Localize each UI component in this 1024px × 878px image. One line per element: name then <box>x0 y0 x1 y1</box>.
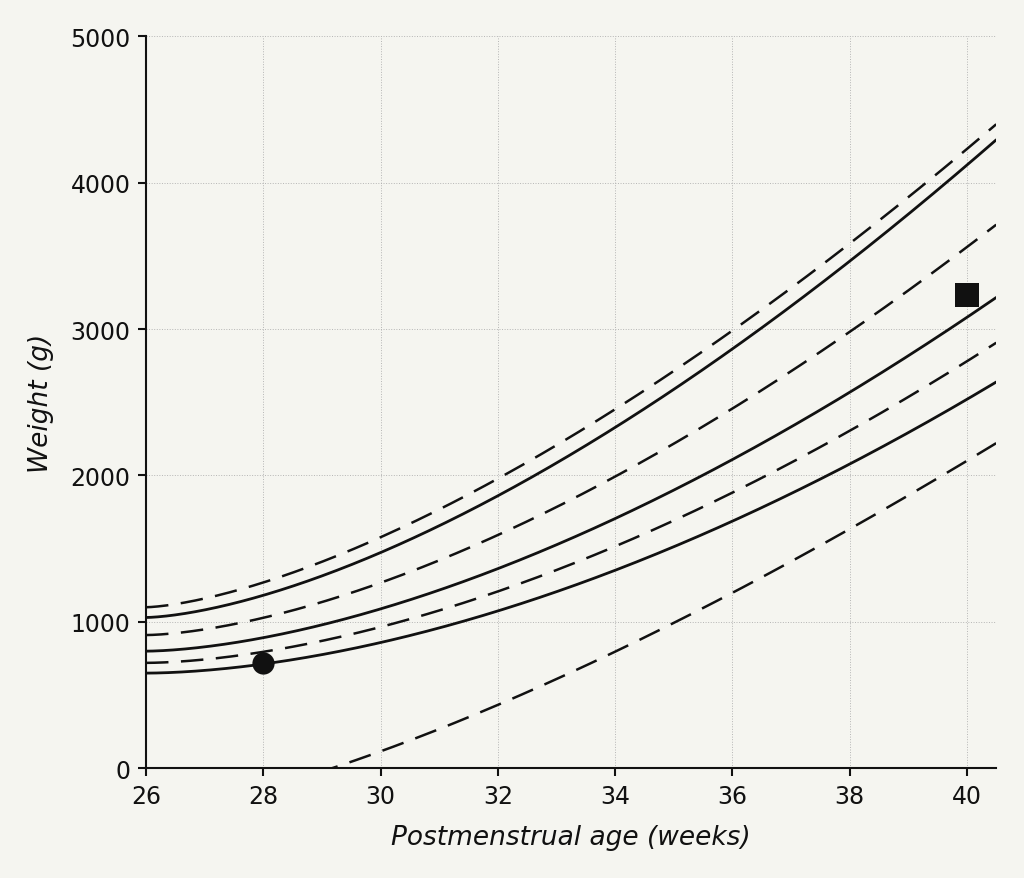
X-axis label: Postmenstrual age (weeks): Postmenstrual age (weeks) <box>391 824 751 850</box>
Y-axis label: Weight (g): Weight (g) <box>28 334 54 472</box>
